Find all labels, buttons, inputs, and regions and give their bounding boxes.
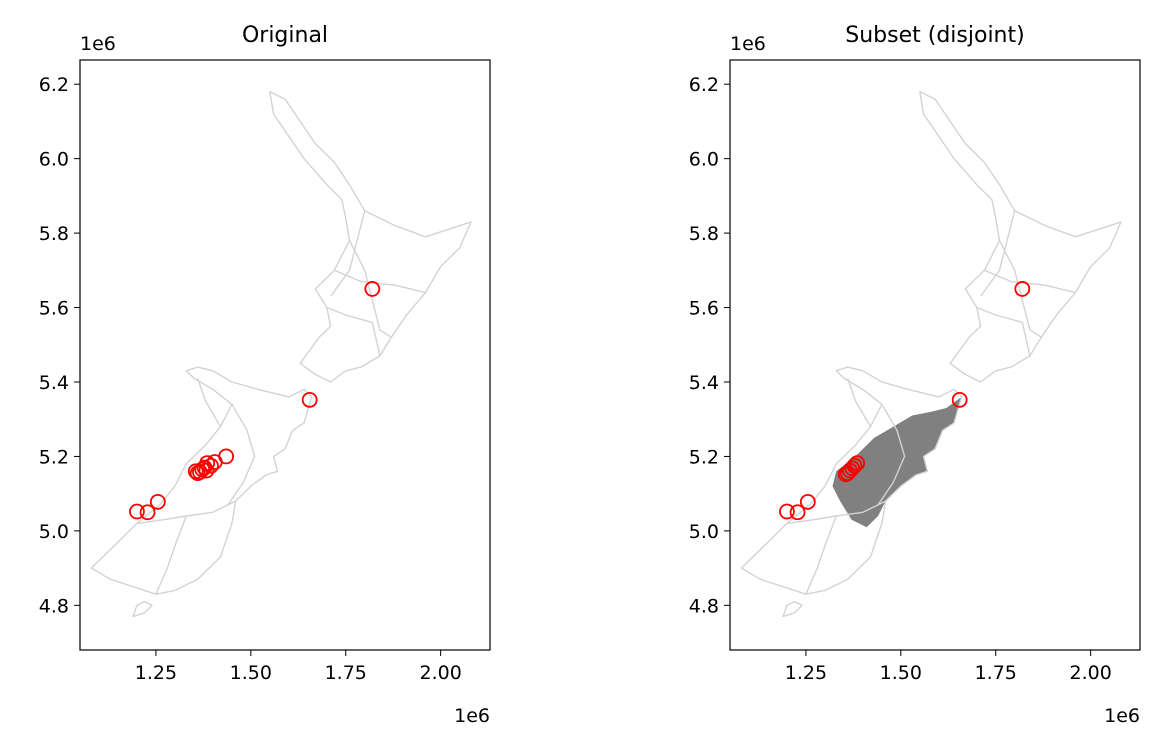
x-tick-label: 1.50 — [230, 662, 272, 684]
x-axis: 1.25 1.50 1.75 2.00 — [135, 650, 462, 684]
data-point — [837, 466, 854, 483]
highlighted-region — [832, 396, 962, 528]
region-border-line — [877, 403, 906, 506]
data-point — [139, 504, 156, 521]
y-axis: 4.8 5.0 5.2 5.4 5.6 5.8 6.0 6.2 — [39, 74, 80, 617]
x-tick-label: 1.25 — [785, 662, 827, 684]
north-island-outline — [919, 90, 1122, 383]
x-tick-label: 1.75 — [975, 662, 1017, 684]
region-border-line — [334, 269, 426, 294]
data-point — [1014, 281, 1031, 297]
x-tick-label: 2.00 — [1069, 662, 1111, 684]
region-border-line — [326, 306, 381, 357]
points-layer — [129, 281, 381, 521]
stewart-island-outline — [132, 600, 153, 618]
south-island-outline — [90, 366, 313, 595]
y-tick-label: 4.8 — [39, 595, 69, 617]
data-point — [198, 462, 215, 479]
x-tick-label: 1.50 — [880, 662, 922, 684]
region-border-line — [805, 515, 837, 595]
data-point — [301, 391, 318, 408]
y-tick-label: 6.2 — [39, 74, 69, 96]
subplot-original: Original 1e6 1e6 1.25 1.50 1.75 2.00 4.8 5.0… — [39, 23, 491, 727]
region-border-line — [998, 240, 1042, 338]
x-offset-label: 1e6 — [454, 705, 490, 727]
data-point — [799, 493, 816, 510]
region-border-line — [980, 210, 1016, 297]
region-border-line — [984, 269, 1076, 294]
y-offset-label: 1e6 — [730, 33, 766, 55]
region-boundaries-map — [740, 90, 1122, 618]
subplot-subset: Subset (disjoint) 1e6 1e6 1.25 1.50 1.75 2.… — [689, 23, 1141, 727]
data-point — [842, 462, 858, 479]
region-border-line — [227, 403, 256, 506]
region-border-line — [155, 515, 187, 595]
plot-frame — [79, 59, 491, 651]
region-boundaries-map — [90, 90, 472, 618]
data-point — [779, 503, 795, 520]
stewart-island-outline — [782, 600, 803, 618]
region-border-line — [847, 378, 872, 428]
plot-frame — [729, 59, 1141, 651]
data-point — [189, 465, 206, 482]
data-point — [149, 493, 166, 510]
y-offset-label: 1e6 — [80, 33, 116, 55]
y-axis: 4.8 5.0 5.2 5.4 5.6 5.8 6.0 6.2 — [689, 74, 730, 617]
x-tick-label: 2.00 — [419, 662, 461, 684]
region-border-line — [348, 240, 392, 338]
data-point — [187, 463, 204, 480]
points-layer — [779, 281, 1031, 521]
y-tick-label: 5.0 — [689, 521, 719, 543]
north-island-outline — [269, 90, 472, 383]
region-border-line — [976, 306, 1031, 357]
x-tick-label: 1.75 — [325, 662, 367, 684]
region-border-line — [197, 378, 222, 428]
region-border-line — [330, 210, 366, 297]
data-point — [951, 391, 968, 408]
x-offset-label: 1e6 — [1104, 705, 1140, 727]
y-tick-label: 5.2 — [39, 446, 69, 468]
y-tick-label: 5.6 — [689, 298, 719, 320]
chart-title: Subset (disjoint) — [845, 23, 1024, 48]
y-tick-label: 5.4 — [39, 372, 69, 394]
y-tick-label: 6.2 — [689, 74, 719, 96]
data-point — [364, 281, 381, 297]
y-tick-label: 6.0 — [39, 149, 69, 171]
chart-title: Original — [242, 23, 328, 48]
y-tick-label: 5.2 — [689, 446, 719, 468]
y-tick-label: 5.4 — [689, 372, 719, 394]
y-tick-label: 5.8 — [39, 223, 69, 245]
y-tick-label: 5.0 — [39, 521, 69, 543]
x-axis: 1.25 1.50 1.75 2.00 — [785, 650, 1112, 684]
y-tick-label: 5.6 — [39, 298, 69, 320]
data-point — [789, 504, 806, 521]
x-tick-label: 1.25 — [135, 662, 177, 684]
data-point — [129, 503, 145, 520]
highlighted-region-shape — [832, 396, 962, 528]
y-tick-label: 6.0 — [689, 149, 719, 171]
y-tick-label: 5.8 — [689, 223, 719, 245]
south-island-outline — [740, 366, 963, 595]
y-tick-label: 4.8 — [689, 595, 719, 617]
